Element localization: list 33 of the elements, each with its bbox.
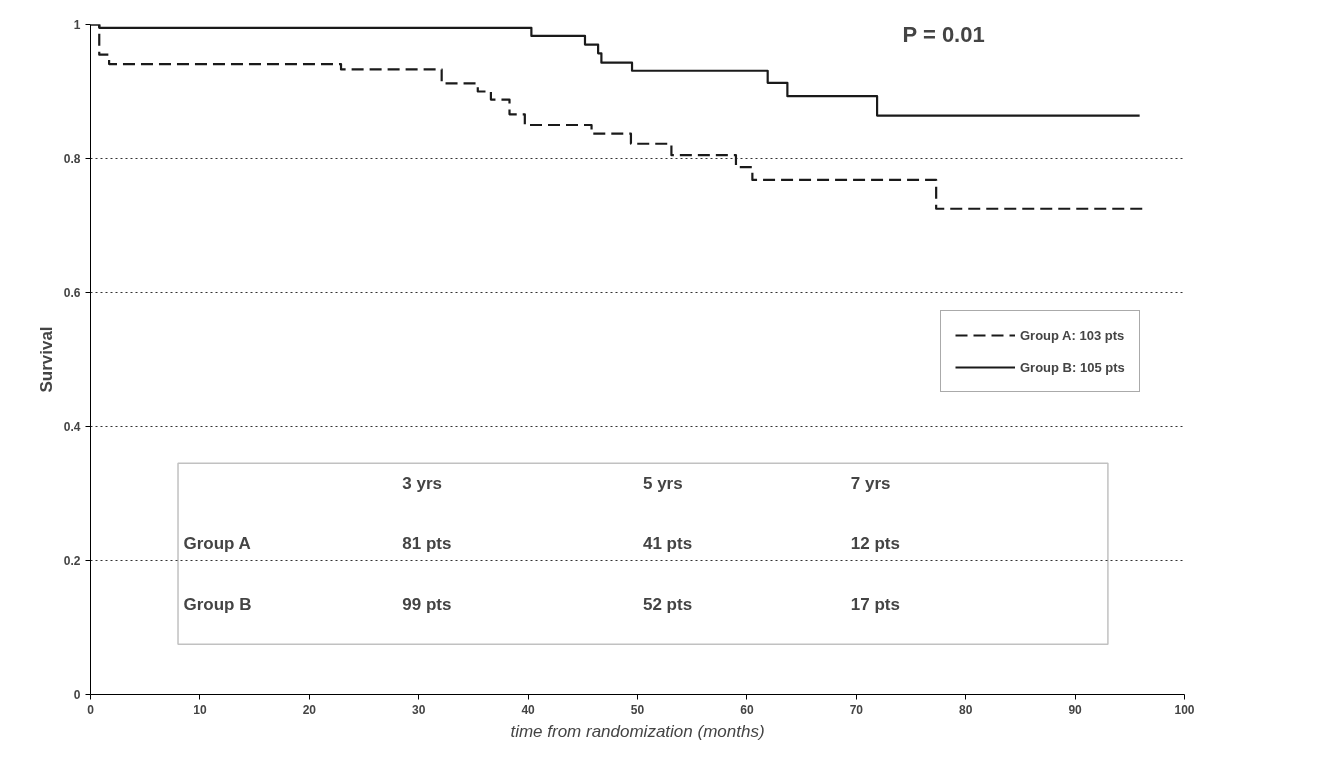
y-tick-label: 0.4 (63, 420, 81, 434)
x-tick-label: 100 (1174, 702, 1195, 717)
y-tick-label: 0.2 (63, 554, 81, 568)
annotation: 17 pts (850, 594, 900, 614)
x-tick-label: 40 (521, 702, 536, 717)
annotation: Group B (183, 594, 252, 614)
annotation: 81 pts (402, 534, 452, 554)
x-tick-label: 90 (1068, 702, 1083, 717)
annotation: 7 yrs (850, 473, 891, 493)
annotation: Group A (183, 534, 251, 554)
legend-label: Group B: 105 pts (1020, 359, 1125, 375)
y-tick-label: 0.8 (63, 152, 81, 166)
x-tick-label: 60 (740, 702, 754, 717)
x-tick-label: 0 (87, 702, 95, 717)
annotation: 5 yrs (642, 473, 683, 493)
annotation: 41 pts (642, 534, 693, 554)
x-axis-title: time from randomization (months) (510, 721, 765, 741)
annotation: 3 yrs (402, 473, 442, 493)
x-tick-label: 50 (630, 702, 645, 717)
x-tick-label: 30 (412, 702, 426, 717)
x-tick-label: 10 (193, 702, 207, 717)
legend-label: Group A: 103 pts (1020, 327, 1125, 343)
y-tick-label: 0.6 (63, 286, 81, 300)
x-tick-label: 20 (302, 702, 317, 717)
x-tick-label: 70 (849, 702, 864, 717)
annotation: 52 pts (642, 594, 693, 614)
annotation: 12 pts (850, 534, 900, 554)
annotation: P = 0.01 (902, 22, 985, 48)
y-tick-label: 1 (73, 18, 81, 32)
y-axis-title: Survival (36, 326, 56, 393)
x-tick-label: 80 (959, 702, 973, 717)
y-tick-label: 0 (73, 688, 81, 702)
annotation: 99 pts (402, 594, 452, 614)
